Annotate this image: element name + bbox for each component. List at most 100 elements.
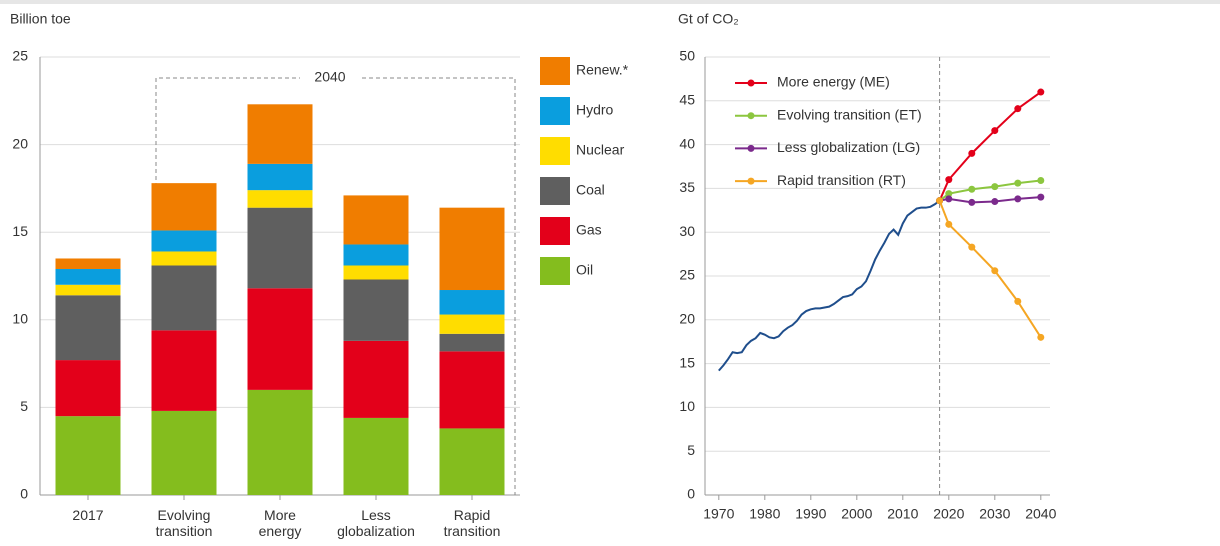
x-tick-label: 2020 — [933, 506, 964, 522]
bar-segment — [439, 351, 505, 429]
point — [1014, 195, 1022, 203]
legend-marker — [747, 144, 755, 152]
x-tick-label: 2040 — [1025, 506, 1056, 522]
x-tick-label: Rapid transition — [443, 507, 501, 539]
legend-marker — [747, 112, 755, 120]
y-tick-label: 5 — [687, 442, 695, 458]
point — [936, 197, 944, 205]
bar-segment — [439, 428, 505, 495]
point — [1014, 105, 1022, 113]
legend-label: Hydro — [576, 102, 614, 118]
line — [938, 91, 1042, 202]
legend-label: Gas — [576, 222, 602, 238]
point — [1037, 88, 1045, 96]
x-tick-label: 2000 — [841, 506, 872, 522]
bar-segment — [439, 207, 505, 291]
x-tick-label: 1980 — [749, 506, 780, 522]
point — [991, 198, 999, 206]
bar-segment — [343, 279, 409, 341]
bar-segment — [55, 295, 121, 361]
legend-label: Less globalization (LG) — [777, 139, 920, 155]
bar-segment — [151, 230, 217, 252]
legend-label: Nuclear — [576, 142, 625, 158]
x-tick-label: 1970 — [703, 506, 734, 522]
point — [945, 195, 953, 203]
annotation-bg — [300, 68, 360, 88]
bar-segment — [247, 288, 313, 390]
line — [718, 199, 941, 372]
bar-segment — [247, 163, 313, 191]
x-tick-label: More energy — [258, 507, 302, 539]
bar-segment — [247, 207, 313, 289]
legend-marker — [747, 79, 755, 87]
point — [1037, 177, 1045, 185]
y-tick-label: 35 — [679, 179, 695, 195]
legend-label: Oil — [576, 262, 593, 278]
bar-segment — [439, 333, 505, 352]
bar-segment — [343, 417, 409, 495]
bar-segment — [343, 265, 409, 280]
y-tick-label: 30 — [679, 223, 695, 239]
legend-label: Rapid transition (RT) — [777, 172, 906, 188]
legend-label: More energy (ME) — [777, 74, 890, 90]
bar-segment — [343, 195, 409, 245]
y-axis-label: Gt of CO₂ — [678, 11, 739, 27]
y-tick-label: 10 — [679, 398, 695, 414]
bar-segment — [55, 268, 121, 285]
point — [945, 220, 953, 228]
legend-label: Coal — [576, 182, 605, 198]
y-axis-label: Billion toe — [10, 11, 71, 27]
legend-swatch — [540, 177, 570, 205]
x-tick-label: 2010 — [887, 506, 918, 522]
y-tick-label: 40 — [679, 135, 695, 151]
y-tick-label: 50 — [679, 48, 695, 64]
point — [1037, 193, 1045, 201]
x-tick-label: 2017 — [72, 507, 104, 523]
x-tick-label: Less globalization — [337, 507, 415, 539]
y-tick-label: 15 — [679, 354, 695, 370]
bar-segment — [55, 360, 121, 417]
legend-swatch — [540, 137, 570, 165]
bar-segment — [55, 284, 121, 296]
point — [968, 185, 976, 193]
bar-segment — [151, 410, 217, 495]
legend-swatch — [540, 257, 570, 285]
y-tick-label: 15 — [12, 223, 28, 239]
y-tick-label: 45 — [679, 92, 695, 108]
bar-segment — [247, 389, 313, 495]
bar-segment — [343, 340, 409, 418]
point — [968, 243, 976, 251]
point — [1037, 333, 1045, 341]
x-tick-label: 1990 — [795, 506, 826, 522]
y-tick-label: 25 — [679, 267, 695, 283]
x-tick-label: Evolving transition — [155, 507, 213, 539]
point — [968, 149, 976, 157]
bar-segment — [439, 290, 505, 315]
line — [938, 200, 1042, 338]
top-strip — [0, 0, 1220, 4]
bar-segment — [151, 183, 217, 231]
legend-swatch — [540, 57, 570, 85]
point — [1014, 297, 1022, 305]
bar-segment — [247, 104, 313, 164]
bar-segment — [55, 258, 121, 269]
bar-segment — [439, 314, 505, 334]
point — [945, 176, 953, 184]
annotation: 2040 — [314, 69, 345, 85]
y-tick-label: 0 — [20, 486, 28, 502]
y-tick-label: 20 — [12, 135, 28, 151]
y-tick-label: 10 — [12, 311, 28, 327]
x-tick-label: 2030 — [979, 506, 1010, 522]
y-tick-label: 20 — [679, 311, 695, 327]
y-tick-label: 25 — [12, 48, 28, 64]
legend-swatch — [540, 97, 570, 125]
bar-segment — [343, 244, 409, 266]
bar-segment — [151, 265, 217, 331]
point — [945, 190, 953, 198]
line — [939, 196, 1041, 204]
bar-segment — [151, 251, 217, 266]
legend-marker — [747, 177, 755, 185]
bar-segment — [151, 330, 217, 411]
y-tick-label: 5 — [20, 398, 28, 414]
